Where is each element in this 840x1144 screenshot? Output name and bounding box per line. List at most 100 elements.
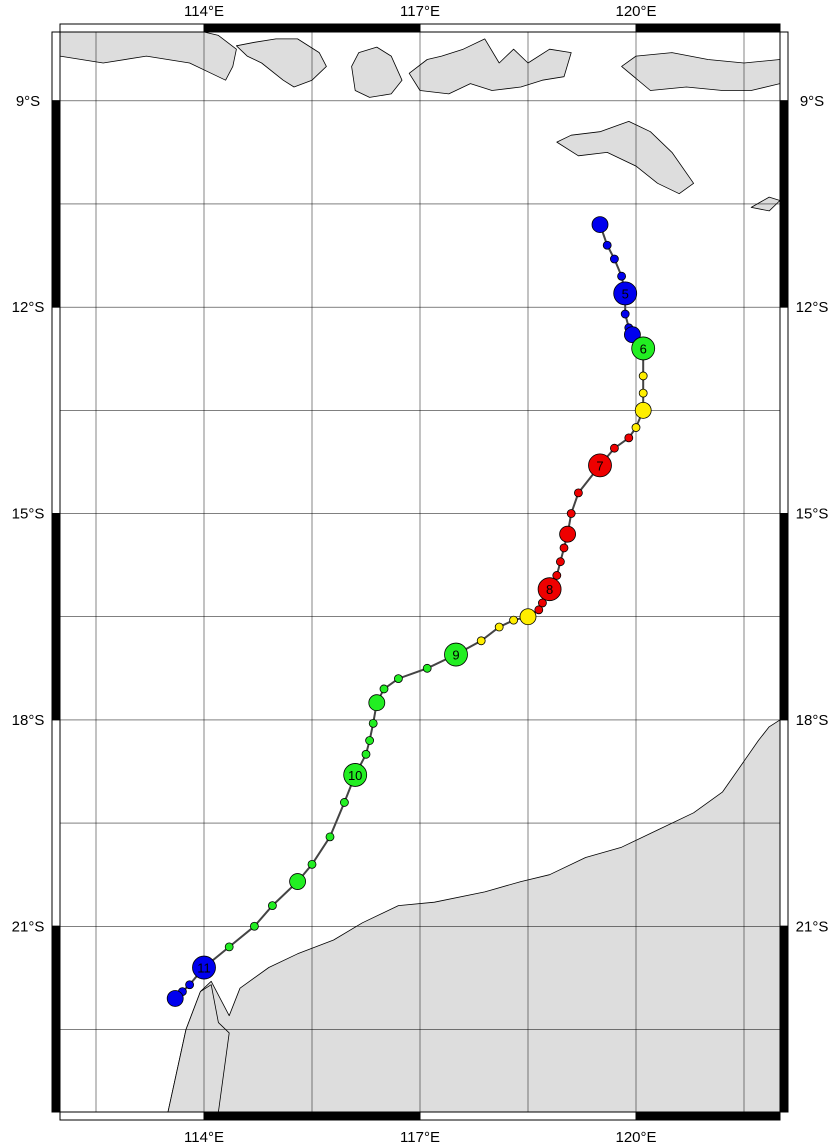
frame-strip-top [419,23,637,33]
lon-label-top: 117°E [400,3,440,20]
track-point [307,859,317,869]
track-point [494,622,504,632]
lat-label-right: 12°S [796,299,829,316]
axis-labels: 114°E 114°E 117°E 117°E 120°E 120°E 9°S 9°S 12°S… [12,3,829,1144]
lon-label-bottom: 117°E [400,1129,440,1144]
lat-label-right: 18°S [796,712,829,729]
track-point [365,736,375,745]
track-day-label: 8 [546,582,553,597]
bali-island [235,38,327,88]
frame-strip-right [779,31,789,102]
track-point [602,240,612,250]
frame-strip-top [203,23,421,33]
track-point [634,401,652,419]
track-point [476,636,486,646]
track-point [588,453,612,478]
track-point [613,281,638,306]
track-point [289,873,307,890]
frame-strip-right [779,925,789,1113]
lat-label-left: 21°S [12,918,45,935]
frame-strip-left [51,719,61,927]
track-point [368,718,378,728]
lon-label-top: 114°E [184,3,224,20]
lon-label-bottom: 114°E [184,1129,224,1144]
track-point [538,598,547,608]
frame-strip-left [51,306,61,515]
java-bali-landmass [60,32,237,81]
track-point [638,371,648,381]
track-point [552,571,562,580]
sumba-island [556,121,694,195]
track-point [166,990,184,1007]
track-point [537,577,562,602]
track-point [534,605,544,615]
track-point [620,309,630,319]
frame-strip-right [779,719,789,927]
flores-island [621,52,780,91]
track-point [249,921,259,931]
track-point [339,798,349,807]
track-point [591,216,609,234]
lat-label-left: 12°S [12,299,45,316]
lombok-island [351,46,403,98]
track-day-label: 5 [622,286,629,301]
track-point [192,955,216,980]
track-day-label: 9 [452,648,459,663]
track-point [224,942,234,952]
track-point [185,980,195,990]
cyclone-track: 5 6 7 8 9 10 11 [166,216,656,1007]
lon-label-bottom: 120°E [615,1129,656,1144]
track-point [566,509,576,518]
track-point [393,674,403,684]
track-point [556,557,565,567]
track-day-label: 11 [197,961,211,976]
track-day-label: 7 [596,458,603,473]
track-point [343,763,368,787]
frame-strip-right [779,513,789,721]
track-day-label: 6 [640,341,647,356]
frame-strip-bottom [419,1111,637,1121]
frame-strip-left [51,31,61,102]
frame-strip-bottom [59,1111,205,1121]
lat-label-left: 18°S [12,712,45,729]
map-frame [51,23,789,1121]
track-point [422,663,432,673]
frame-strip-left [51,925,61,1113]
frame-strip-right [779,100,789,308]
track-point [610,254,619,264]
track-point [368,694,386,712]
sumbawa-island [408,38,572,95]
track-point [631,336,656,361]
land-layer [60,32,780,1112]
track-day-label: 10 [348,768,362,783]
track-point [624,433,634,443]
track-point [574,488,583,498]
track-point [559,525,576,543]
track-point [610,443,619,453]
lon-label-top: 120°E [615,3,656,20]
lat-label-right: 9°S [800,93,824,110]
track-point [325,832,335,842]
frame-strip-top [59,23,205,33]
track-point [509,615,518,625]
track-point [519,608,537,626]
frame-strip-bottom [203,1111,421,1121]
track-point [559,543,569,553]
frame-strip-bottom [635,1111,781,1121]
track-point [267,901,277,911]
frame-strip-top [635,23,781,33]
australia-mainland [167,719,780,1112]
north-west-cape [167,984,230,1112]
frame-strip-right [779,306,789,515]
track-point [617,271,626,281]
frame-strip-left [51,100,61,308]
lat-label-left: 15°S [12,506,45,523]
lat-label-right: 21°S [796,918,829,935]
track-point [631,423,641,432]
track-point [379,684,389,694]
lat-label-right: 15°S [796,506,829,523]
track-point [361,749,371,759]
frame-strip-left [51,513,61,721]
track-point [444,642,468,667]
